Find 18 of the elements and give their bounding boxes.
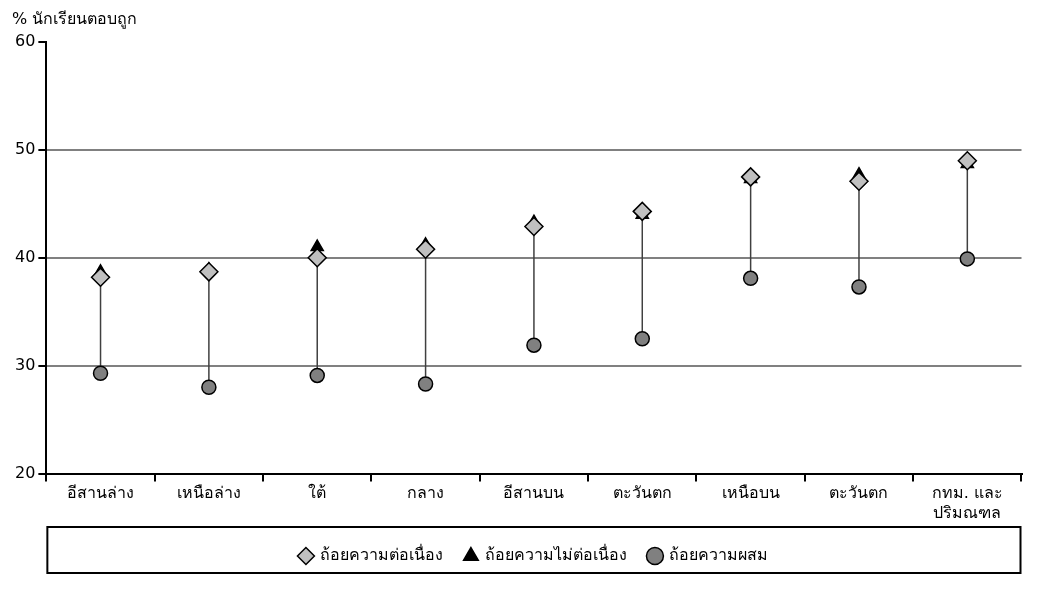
y-axis-title: % นักเรียนตอบถูก bbox=[12, 9, 138, 30]
y-tick-label: 60 bbox=[15, 31, 36, 51]
x-tick-label: กทม. และ ปริมณฑล bbox=[931, 483, 1003, 522]
y-tick-label: 30 bbox=[15, 354, 36, 374]
x-tick-label: อีสานล่าง bbox=[67, 483, 135, 503]
x-tick-label: ตะวันตก bbox=[612, 483, 672, 503]
x-tick-label: เหนือล่าง bbox=[176, 483, 241, 503]
legend-label: ถ้อยความไม่ต่อเนื่อง bbox=[484, 543, 627, 565]
y-tick-label: 20 bbox=[15, 462, 36, 482]
x-tick-label: กลาง bbox=[407, 483, 445, 503]
y-tick-label: 50 bbox=[15, 139, 36, 159]
x-tick-label: ใต้ bbox=[308, 483, 327, 503]
x-tick-label: เหนือบน bbox=[721, 483, 780, 503]
x-tick-label: ตะวันตก bbox=[829, 483, 889, 503]
legend-label: ถ้อยความผสม bbox=[668, 545, 768, 565]
y-tick-label: 40 bbox=[15, 246, 36, 266]
legend-label: ถ้อยความต่อเนื่อง bbox=[319, 543, 443, 565]
x-tick-label: อีสานบน bbox=[503, 483, 565, 503]
